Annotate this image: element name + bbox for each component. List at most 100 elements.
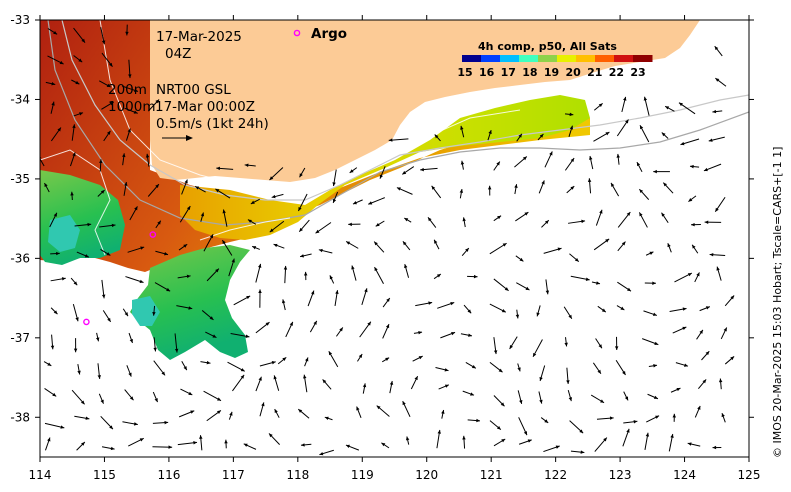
current-arrowhead	[245, 334, 250, 338]
current-arrowhead	[385, 357, 390, 362]
current-arrowhead	[299, 227, 303, 232]
current-arrowhead	[362, 383, 367, 388]
current-arrowhead	[243, 443, 248, 447]
current-arrowhead	[240, 368, 245, 372]
current-arrowhead	[59, 60, 64, 65]
current-arrowhead	[524, 212, 529, 216]
current-arrowhead	[79, 112, 84, 116]
current-arrowhead	[653, 395, 658, 399]
current-arrowhead	[111, 223, 116, 228]
current-arrowhead	[252, 246, 257, 250]
current-arrowhead	[639, 125, 644, 130]
current-arrowhead	[216, 410, 221, 414]
current-arrowhead	[222, 209, 226, 214]
current-arrowhead	[106, 252, 111, 256]
current-arrowhead	[519, 257, 524, 262]
current-arrowhead	[404, 264, 408, 269]
isobath-1000m	[47, 20, 749, 226]
current-arrowhead	[349, 169, 354, 173]
current-arrowhead	[514, 184, 518, 188]
current-arrowhead	[444, 368, 449, 372]
current-arrowhead	[206, 360, 211, 365]
current-arrowhead	[627, 287, 632, 292]
current-arrowhead	[271, 194, 276, 199]
current-arrowhead	[193, 441, 198, 445]
current-arrowhead	[653, 169, 657, 174]
colorbar-tick-label: 22	[609, 66, 624, 79]
argo-legend-marker	[293, 29, 301, 37]
current-arrowhead	[231, 258, 235, 263]
colorbar-swatch	[481, 55, 501, 62]
sst-contour	[40, 20, 281, 256]
colorbar-swatch	[595, 55, 615, 62]
current-arrowhead	[678, 102, 683, 107]
current-arrowhead	[715, 207, 719, 212]
colorbar-swatch	[538, 55, 558, 62]
current-arrowhead	[386, 297, 390, 302]
sst-green-south	[130, 245, 250, 360]
current-arrowhead	[109, 101, 114, 106]
current-arrowhead	[420, 167, 424, 172]
current-arrowhead	[465, 248, 469, 252]
current-arrowhead	[195, 186, 200, 190]
current-arrowhead	[653, 364, 658, 368]
current-arrowhead	[539, 399, 543, 404]
current-arrowhead	[78, 58, 83, 63]
current-arrowhead	[200, 212, 205, 217]
colorbar-swatch	[557, 55, 577, 62]
current-arrowhead	[318, 248, 323, 253]
current-arrowhead	[51, 82, 56, 86]
current-arrowhead	[109, 425, 113, 430]
x-tick-label: 125	[738, 468, 761, 482]
current-arrowhead	[444, 384, 449, 388]
current-arrowhead	[441, 410, 445, 414]
current-arrowhead	[346, 241, 351, 245]
current-arrowhead	[356, 406, 360, 411]
current-arrowhead	[108, 62, 113, 67]
current-arrowhead	[73, 281, 78, 286]
current-arrowhead	[155, 99, 160, 104]
x-tick-label: 115	[93, 468, 116, 482]
current-arrowhead	[101, 40, 106, 45]
current-arrowhead	[289, 321, 293, 326]
current-arrowhead	[609, 416, 614, 420]
current-arrowhead	[61, 277, 66, 281]
current-arrowhead	[428, 217, 432, 222]
current-arrowhead	[217, 397, 222, 401]
colorbar-tick-label: 20	[565, 66, 581, 79]
current-arrowhead	[125, 31, 129, 36]
current-arrowhead	[682, 307, 687, 311]
current-arrowhead	[569, 112, 574, 117]
current-arrowhead	[436, 274, 441, 278]
current-arrowhead	[692, 244, 696, 249]
current-arrowhead	[672, 413, 676, 418]
current-arrowhead	[77, 370, 81, 375]
current-arrowhead	[504, 287, 509, 291]
colorbar-swatch	[614, 55, 634, 62]
current-arrowhead	[509, 344, 513, 349]
colorbar-tick-label: 17	[501, 66, 516, 79]
y-tick-label: -38	[10, 410, 30, 424]
current-arrowhead	[209, 316, 214, 320]
current-arrowhead	[649, 251, 654, 255]
current-arrowhead	[212, 334, 217, 338]
current-arrowhead	[134, 88, 139, 92]
current-arrowhead	[47, 362, 52, 366]
current-arrowhead	[462, 217, 466, 222]
current-arrowhead	[557, 247, 562, 251]
x-tick-label: 120	[415, 468, 438, 482]
current-arrowhead	[133, 110, 138, 114]
current-arrowhead	[128, 74, 132, 79]
current-arrowhead	[549, 151, 553, 156]
current-arrowhead	[652, 281, 656, 285]
current-arrowhead	[72, 124, 76, 129]
current-arrowhead	[624, 396, 629, 401]
current-arrowhead	[319, 451, 324, 456]
current-arrowhead	[53, 30, 58, 35]
current-arrowhead	[265, 322, 270, 326]
current-arrowhead	[188, 391, 193, 395]
current-arrowhead	[709, 252, 714, 257]
y-tick-label: -33	[10, 13, 30, 27]
current-arrowhead	[462, 435, 466, 440]
current-arrowhead	[570, 186, 575, 190]
